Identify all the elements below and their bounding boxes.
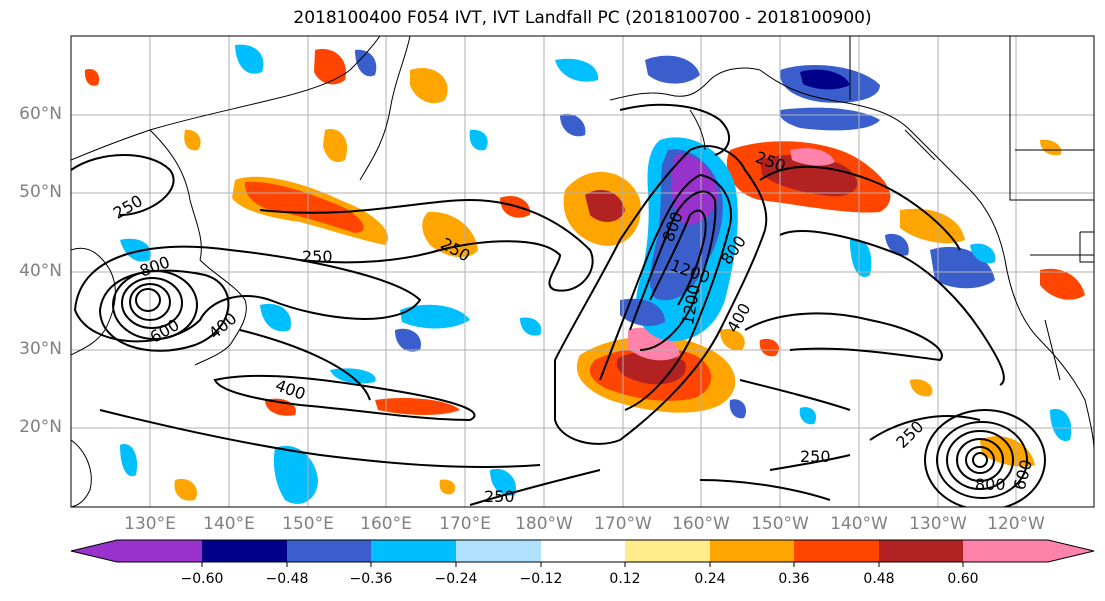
colorbar-tick-label: 0.36 [778,571,810,587]
colorbar-tick-label: −0.60 [180,571,224,587]
colorbar-segment [963,540,1048,562]
colorbar-tick-label: −0.24 [434,571,478,587]
positive-shading [84,49,1085,501]
lon-label: 140°E [203,514,255,534]
colorbar-segment [710,540,794,562]
lon-label: 140°W [830,514,888,534]
colorbar-segment [202,540,287,562]
lat-label: 40°N [19,261,62,281]
colorbar [70,539,1095,567]
ivt-contours [71,103,1046,507]
lon-label: 150°E [282,514,334,534]
lon-label: 180°W [515,514,573,534]
colorbar-tick-label: −0.12 [519,571,563,587]
contour-label: 250 [800,447,831,466]
colorbar-segment [456,540,541,562]
colorbar-tick-label: −0.36 [349,571,393,587]
map-frame [70,35,1095,508]
coastlines [71,36,1094,507]
lon-label: 170°W [594,514,652,534]
lon-label: 130°E [124,514,176,534]
colorbar-segment [879,540,963,562]
colorbar-tick-label: 0.24 [694,571,726,587]
lon-label: 130°W [909,514,967,534]
lat-label: 50°N [19,182,62,202]
lat-label: 30°N [19,339,62,359]
lon-label: 150°W [751,514,809,534]
contour-label: 250 [302,247,333,266]
colorbar-segment [117,540,202,562]
colorbar-segment [541,540,625,562]
colorbar-tick-label: 0.48 [863,571,895,587]
lat-label: 20°N [19,417,62,437]
lon-label: 120°W [987,514,1045,534]
colorbar-segment [794,540,879,562]
lon-label: 170°E [439,514,491,534]
pc-shading [84,44,1085,504]
contour-label: 250 [484,487,515,506]
lat-label: 60°N [19,104,62,124]
map-title: 2018100400 F054 IVT, IVT Landfall PC (20… [293,8,872,28]
colorbar-segment [287,540,371,562]
colorbar-tick-label: 0.60 [947,571,979,587]
colorbar-extend-left [71,540,117,562]
colorbar-segment [625,540,710,562]
colorbar-tick-label: −0.48 [265,571,309,587]
colorbar-segment [371,540,456,562]
lon-label: 160°E [360,514,412,534]
contour-label: 800 [975,475,1006,494]
lon-label: 160°W [672,514,730,534]
colorbar-extend-right [1048,540,1094,562]
colorbar-tick-label: 0.12 [609,571,641,587]
